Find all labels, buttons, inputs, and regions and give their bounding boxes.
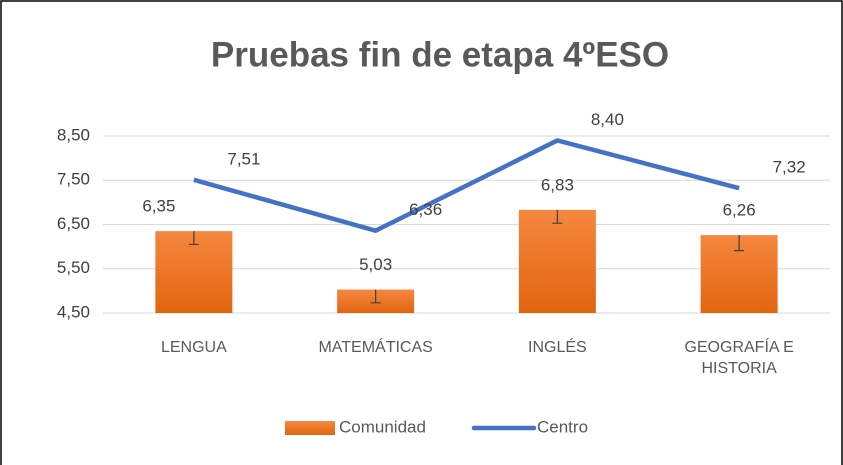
data-label: 6,35: [142, 197, 175, 216]
error-bar: [370, 289, 381, 304]
x-tick-label: GEOGRAFÍA E HISTORIA: [684, 339, 794, 377]
legend-swatch: [285, 421, 335, 435]
legend-label: Centro: [537, 417, 588, 436]
y-tick-label: 4,50: [57, 302, 90, 321]
error-bar: [188, 231, 199, 246]
x-tick-label: MATEMÁTICAS: [318, 339, 433, 356]
data-label: 5,03: [359, 255, 392, 274]
x-tick-label: INGLÉS: [528, 339, 587, 356]
x-tick-label: LENGUA: [160, 339, 227, 356]
y-tick-label: 8,50: [57, 125, 90, 144]
data-label: 8,40: [591, 110, 624, 129]
data-label: 7,32: [773, 158, 806, 177]
error-bar: [552, 209, 563, 224]
data-label: 7,51: [227, 149, 260, 168]
bar: [518, 209, 596, 313]
chart-title: Pruebas fin de etapa 4ºESO: [211, 35, 669, 74]
data-label: 6,26: [723, 201, 756, 220]
data-label: 6,83: [541, 175, 574, 194]
line: [193, 138, 740, 233]
y-tick-label: 7,50: [57, 170, 90, 189]
y-tick-label: 6,50: [57, 214, 90, 233]
y-tick-label: 5,50: [57, 258, 90, 277]
data-label: 6,36: [409, 200, 442, 219]
error-bar: [734, 235, 745, 252]
legend-label: Comunidad: [339, 417, 426, 436]
